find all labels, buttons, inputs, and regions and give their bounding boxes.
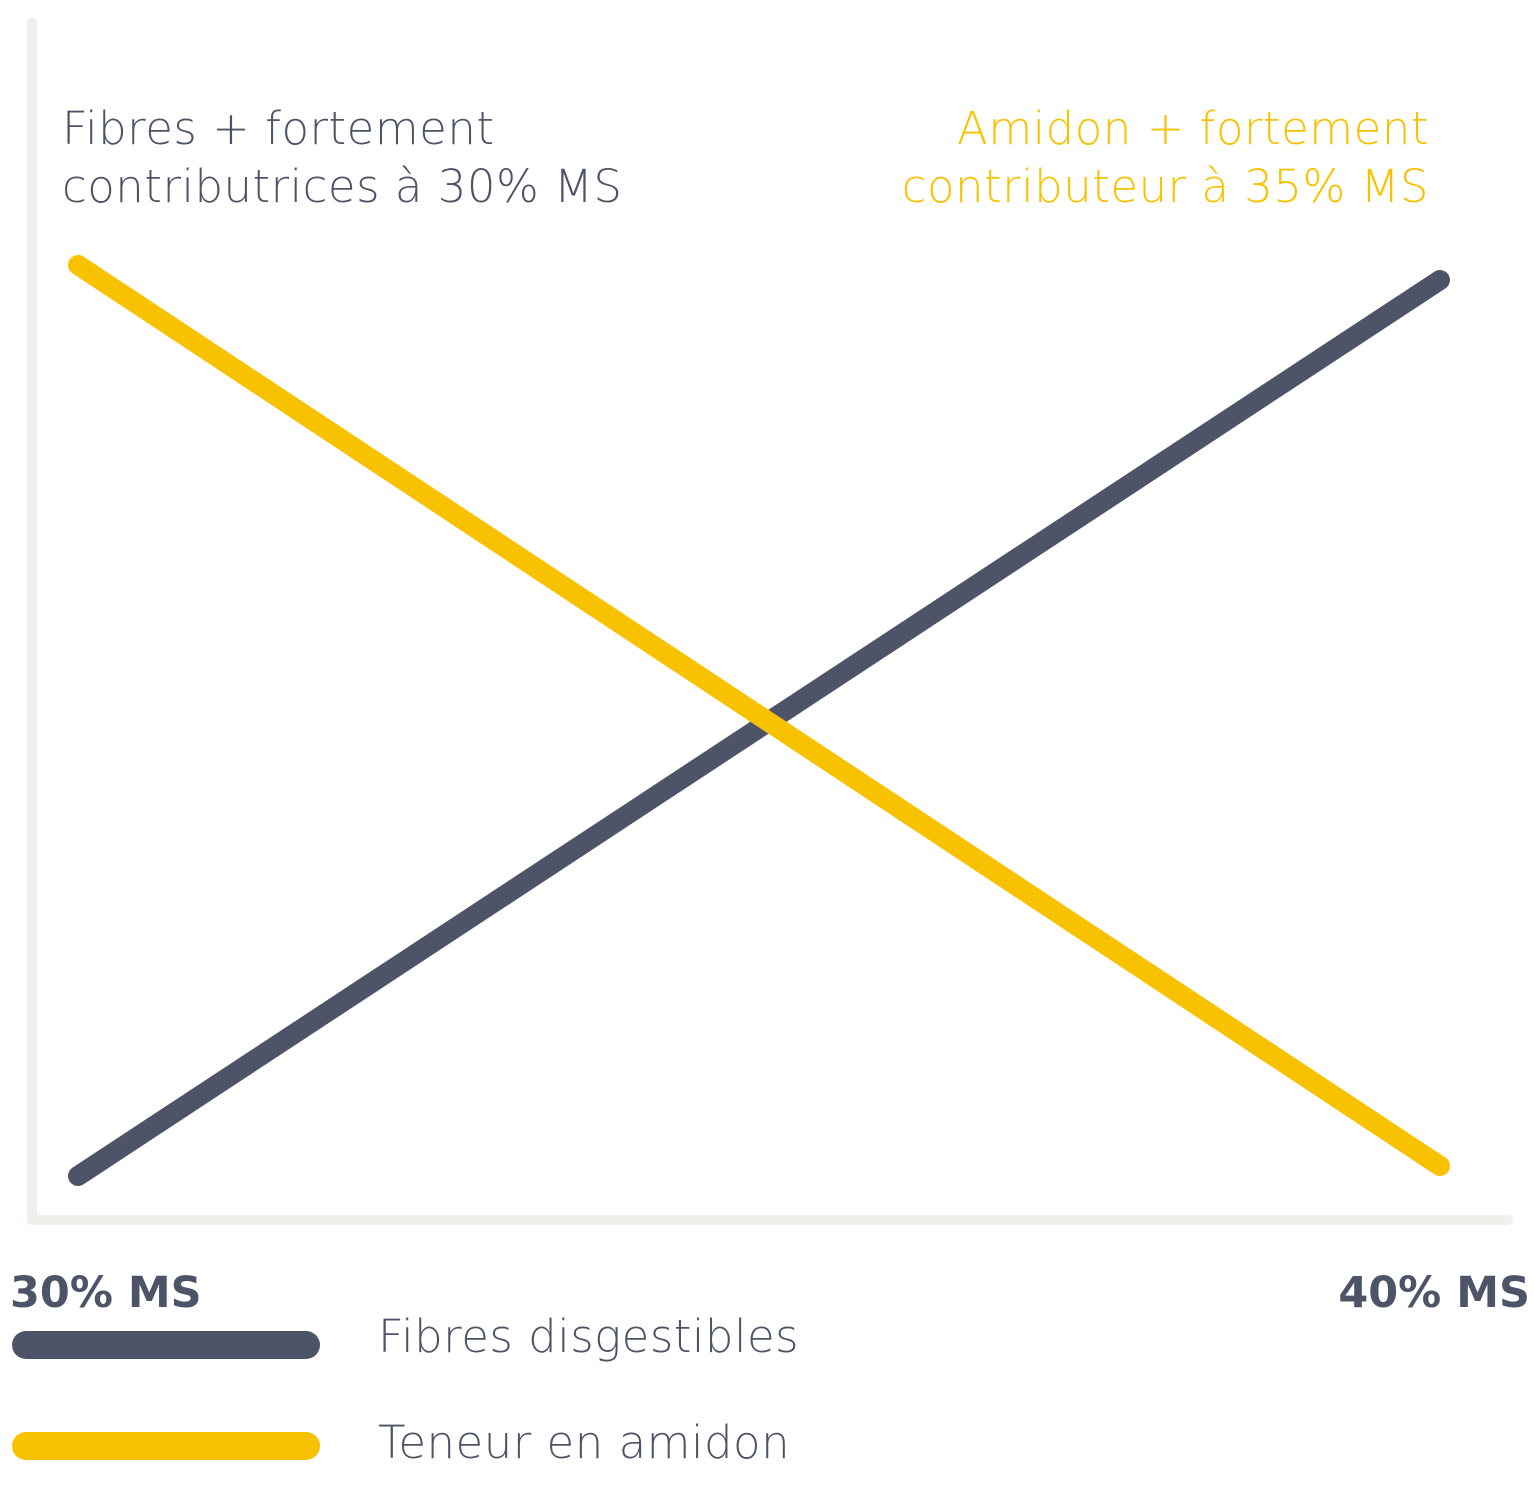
series-line-fibres — [68, 270, 1450, 1186]
legend-swatch-fibres — [12, 1331, 320, 1359]
legend-swatch-amidon — [12, 1432, 320, 1460]
annotation-fibres-line-1: Fibres + fortement — [62, 102, 495, 155]
annotation-amidon-line-2: contributeur à 35% MS — [901, 160, 1429, 213]
x-tick-label-start: 30% MS — [10, 1268, 202, 1318]
annotation-amidon-line-1: Amidon + fortement — [957, 102, 1429, 155]
legend-label-fibres: Fibres disgestibles — [378, 1310, 800, 1363]
annotation-fibres-line-2: contributrices à 30% MS — [62, 160, 623, 213]
x-tick-label-end: 40% MS — [1338, 1268, 1530, 1318]
legend-label-amidon: Teneur en amidon — [378, 1416, 791, 1469]
series-layer — [68, 255, 1450, 1186]
annotation-amidon: Amidon + fortement contributeur à 35% MS — [789, 100, 1429, 216]
legend-item-amidon: Teneur en amidon — [12, 1416, 912, 1500]
annotation-fibres: Fibres + fortement contributrices à 30% … — [62, 100, 702, 216]
series-line-amidon — [68, 255, 1450, 1176]
axes — [27, 17, 1513, 1225]
legend-item-fibres: Fibres disgestibles — [12, 1310, 912, 1390]
